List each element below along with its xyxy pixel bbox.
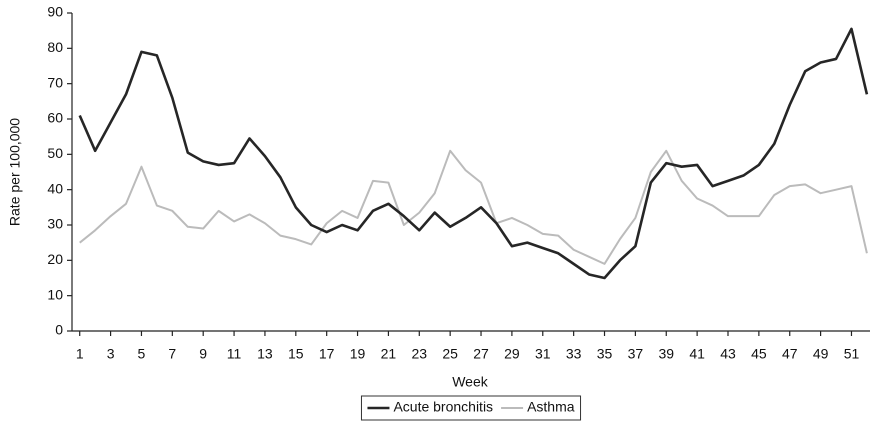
series-line [78,27,869,280]
x-tick-label: 47 [782,346,798,362]
x-tick-label: 19 [350,346,366,362]
x-tick-label: 5 [138,346,146,362]
x-tick-label: 33 [566,346,582,362]
x-tick-label: 15 [288,346,304,362]
x-tick-label: 29 [504,346,520,362]
x-tick-label: 49 [813,346,829,362]
x-tick-label: 43 [720,346,736,362]
x-tick-label: 37 [628,346,644,362]
y-tick-label: 60 [47,110,63,126]
y-tick-label: 30 [47,216,63,232]
x-tick-label: 11 [227,346,242,362]
x-tick-label: 7 [168,346,176,362]
x-tick-label: 1 [76,346,84,362]
y-tick-label: 0 [55,322,63,338]
y-tick-label: 40 [47,180,63,196]
x-tick-label: 45 [751,346,767,362]
x-tick-label: 9 [199,346,207,362]
x-axis-label: Week [452,374,489,390]
x-tick-label: 41 [689,346,705,362]
y-tick-label: 10 [47,286,63,302]
legend-label: Acute bronchitis [393,399,493,415]
y-axis-label: Rate per 100,000 [7,118,23,226]
x-tick-label: 39 [658,346,674,362]
x-tick-label: 13 [257,346,273,362]
y-tick-label: 20 [47,251,63,267]
y-tick-label: 80 [47,39,63,55]
x-tick-label: 35 [597,346,613,362]
x-tick-label: 31 [535,346,551,362]
x-tick-label: 23 [412,346,428,362]
y-tick-label: 50 [47,145,63,161]
x-tick-label: 3 [107,346,115,362]
y-tick-label: 70 [47,74,63,90]
x-tick-label: 25 [442,346,458,362]
y-tick-label: 90 [47,4,63,20]
series-line [79,149,868,265]
x-tick-label: 51 [844,346,860,362]
legend: Acute bronchitis Asthma [360,395,582,421]
legend-label: Asthma [527,399,575,415]
x-tick-label: 21 [381,346,397,362]
legend-box [360,395,582,421]
x-tick-label: 17 [319,346,335,362]
x-tick-label: 27 [473,346,489,362]
